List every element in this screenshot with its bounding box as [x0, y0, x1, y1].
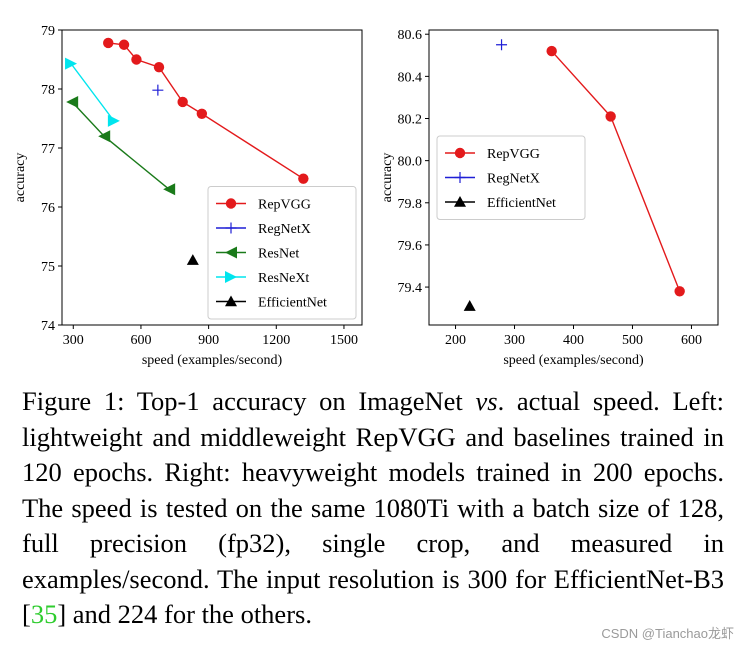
legend-label: EfficientNet [487, 196, 556, 211]
caption-vs: vs [475, 386, 498, 416]
y-axis-label: accuracy [380, 153, 395, 203]
legend-label: ResNeXt [258, 271, 309, 286]
x-tick-label: 400 [563, 333, 584, 348]
x-axis-label: speed (examples/second) [142, 353, 283, 368]
x-tick-label: 200 [445, 333, 466, 348]
legend-marker-repvgg [225, 198, 237, 209]
figure-caption: Figure 1: Top-1 accuracy on ImageNet vs.… [22, 384, 724, 633]
y-tick-label: 79.8 [398, 197, 423, 212]
x-tick-label: 900 [198, 333, 219, 348]
data-point-repvgg [546, 45, 557, 57]
figure-charts: 300 600 900 1200 1500 74 75 76 77 78 79 speed (exam… [13, 24, 719, 368]
legend-marker-resnet [225, 246, 237, 259]
data-point-regnetx [152, 84, 164, 96]
legend: RepVGG RegNetX ResNet ResNeXt EfficientNet [207, 186, 357, 320]
x-tick-label: 300 [504, 333, 525, 348]
caption-part1: Figure 1: Top-1 accuracy on ImageNet [22, 386, 476, 416]
legend-label: RegNetX [487, 172, 540, 187]
series-line-resnet [71, 101, 170, 190]
y-tick-label: 77 [41, 142, 55, 157]
legend-label: RegNetX [258, 222, 311, 237]
caption-part3: ] and 224 for the others. [57, 599, 312, 629]
y-tick-label: 79.4 [398, 281, 423, 296]
y-tick-label: 79.6 [398, 239, 423, 254]
data-point-resnext [65, 57, 78, 70]
data-point-resnet [163, 183, 176, 196]
caption-part2: . actual speed. Left: lightweight and mi… [22, 386, 724, 629]
y-axis-label: accuracy [13, 153, 28, 203]
y-tick-label: 80.6 [398, 28, 423, 43]
legend-marker-efficientnet [454, 196, 466, 207]
legend-marker-regnetx [225, 222, 237, 234]
data-point-efficientnet [186, 254, 199, 265]
y-tick-label: 78 [41, 83, 55, 98]
legend-marker-repvgg [454, 147, 466, 159]
x-tick-label: 600 [130, 333, 151, 348]
x-axis-label: speed (examples/second) [503, 353, 644, 368]
data-point-resnet [66, 95, 79, 108]
data-point-repvgg [674, 286, 685, 297]
data-point-resnext [107, 114, 120, 127]
legend: RepVGG RegNetX EfficientNet [436, 135, 586, 220]
data-point-resnet [98, 130, 111, 143]
data-point-repvgg [298, 173, 309, 184]
y-tick-label: 74 [41, 319, 55, 334]
data-point-repvgg [177, 96, 188, 108]
y-tick-label: 79 [41, 24, 55, 39]
legend-label: EfficientNet [258, 296, 327, 311]
y-tick-label: 80.0 [398, 155, 423, 170]
data-point-repvgg [196, 108, 208, 119]
legend-label: RepVGG [258, 198, 311, 213]
legend-marker-resnext [225, 271, 237, 283]
right-chart: 200 300 400 500 600 79.4 79.6 79.8 80.0 80.2 80.4 8… [380, 28, 719, 368]
data-point-repvgg [103, 37, 114, 49]
y-tick-label: 80.4 [398, 70, 423, 85]
x-tick-label: 300 [63, 333, 84, 348]
data-point-repvgg [605, 111, 616, 122]
legend-marker-regnetx [454, 172, 466, 183]
data-point-repvgg [118, 39, 130, 50]
x-tick-label: 500 [622, 333, 643, 348]
legend-label: RepVGG [487, 147, 540, 162]
data-point-regnetx [496, 39, 508, 51]
y-tick-label: 75 [41, 260, 55, 275]
x-tick-label: 600 [681, 333, 702, 348]
y-tick-label: 80.2 [398, 113, 423, 128]
legend-marker-efficientnet [225, 295, 237, 307]
y-tick-label: 76 [41, 201, 55, 216]
watermark: CSDN @Tianchao龙虾 [601, 626, 734, 641]
data-point-repvgg [131, 54, 142, 65]
x-tick-label: 1200 [262, 333, 290, 348]
x-tick-label: 1500 [330, 333, 358, 348]
legend-box [436, 135, 586, 220]
legend-box [207, 186, 357, 320]
plot-frame [61, 29, 363, 326]
legend-label: ResNet [258, 247, 299, 262]
data-point-efficientnet [463, 300, 476, 311]
data-point-repvgg [153, 61, 165, 73]
left-chart: 300 600 900 1200 1500 74 75 76 77 78 79 speed (exam… [13, 24, 363, 368]
citation-link[interactable]: 35 [30, 599, 58, 629]
series-line-resnext [70, 63, 115, 122]
